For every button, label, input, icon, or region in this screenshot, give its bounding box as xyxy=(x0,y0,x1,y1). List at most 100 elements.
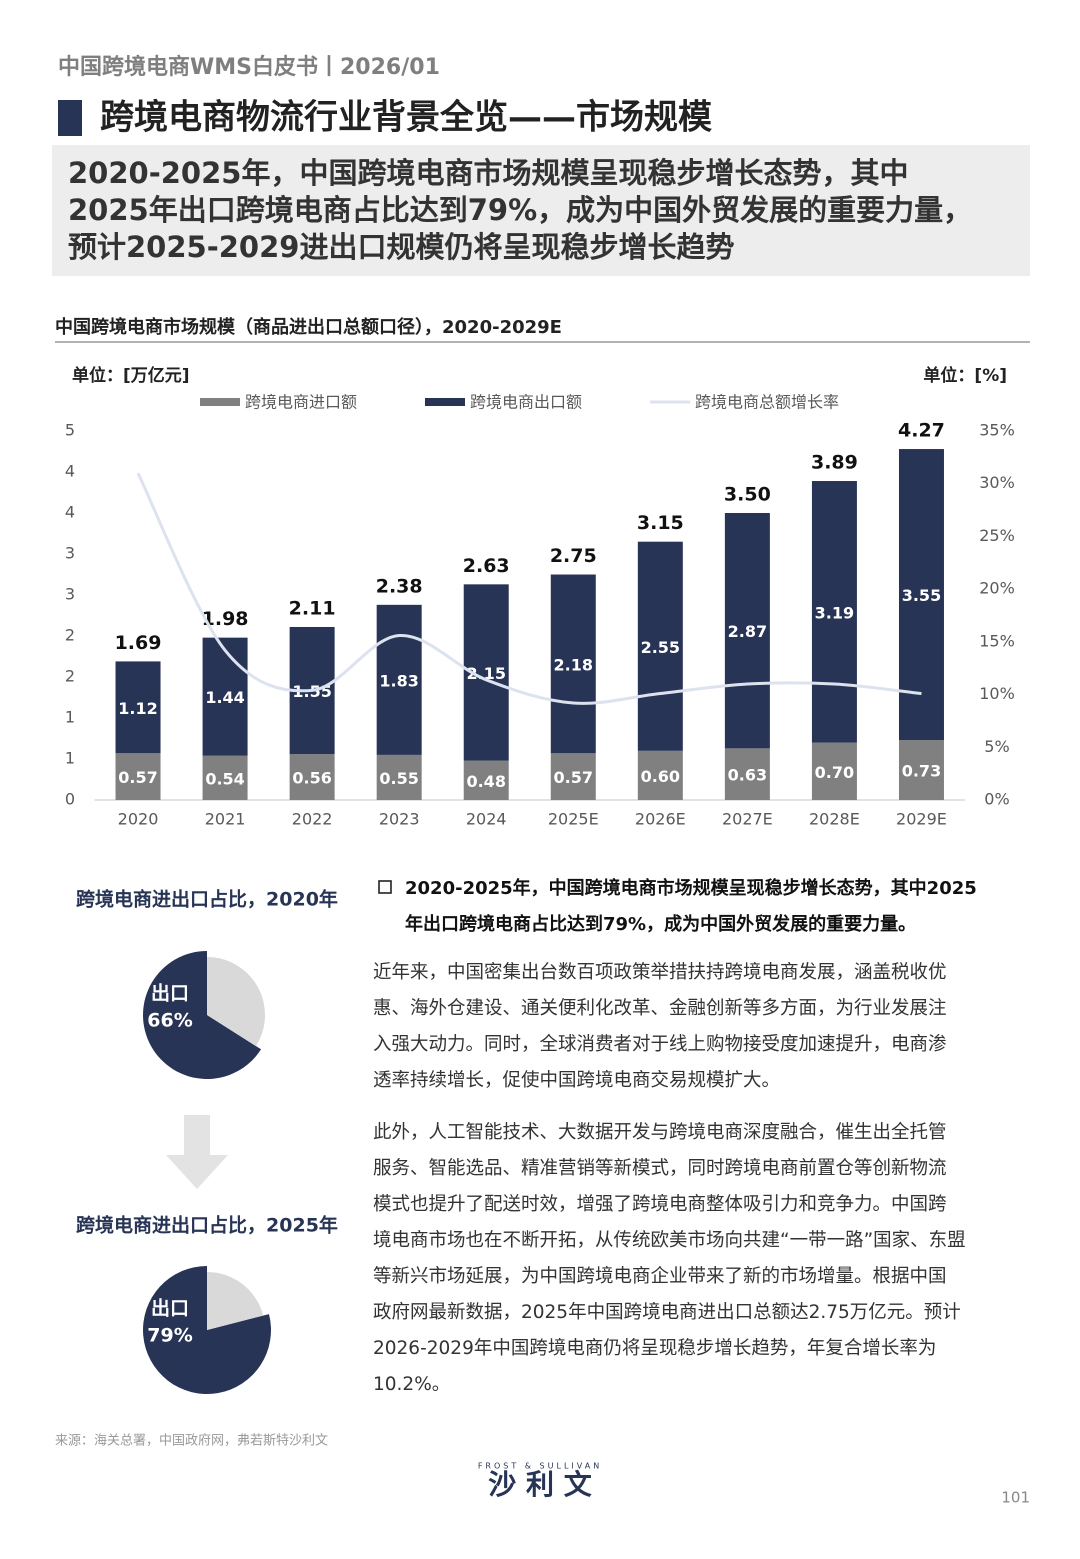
y-unit: 单位：[万亿元] xyxy=(72,365,190,386)
bar-segment xyxy=(115,753,161,800)
summary-line: 2025年出口跨境电商占比达到79%，成为中国外贸发展的重要力量， xyxy=(68,193,972,227)
paragraph-line: 惠、海外仓建设、通关便利化改革、金融创新等多方面，为行业发展注 xyxy=(373,998,947,1019)
x-tick-label: 2020 xyxy=(118,810,159,829)
highlight-line: 年出口跨境电商占比达到79%，成为中国外贸发展的重要力量。 xyxy=(405,913,916,935)
bar-segment xyxy=(202,755,248,800)
pie-label: 出口 xyxy=(151,982,189,1005)
bar-value-label: 0.57 xyxy=(554,768,593,787)
y2-tick-label: 30% xyxy=(979,473,1015,492)
y2-tick-label: 5% xyxy=(984,737,1009,756)
title-marker xyxy=(58,100,82,136)
y-tick-label: 2 xyxy=(65,667,75,686)
bar-segment xyxy=(724,513,770,749)
y2-tick-label: 15% xyxy=(979,631,1015,650)
pie-slice xyxy=(143,951,262,1079)
legend-swatch xyxy=(425,398,465,406)
x-tick-label: 2025E xyxy=(548,810,599,829)
chart-title: 中国跨境电商市场规模（商品进出口总额口径），2020-2029E xyxy=(55,316,562,338)
bar-value-label: 0.70 xyxy=(815,763,854,782)
paragraph-line: 近年来，中国密集出台数百项政策举措扶持跨境电商发展，涵盖税收优 xyxy=(373,962,947,983)
total-label: 2.75 xyxy=(550,545,597,567)
total-label: 4.27 xyxy=(898,420,945,442)
paragraph-line: 等新兴市场延展，为中国跨境电商企业带来了新的市场增量。根据中国 xyxy=(373,1266,947,1287)
page-number: 101 xyxy=(1001,1489,1030,1507)
legend-label: 跨境电商总额增长率 xyxy=(695,393,839,412)
y-tick-label: 3 xyxy=(65,544,75,563)
summary-box xyxy=(52,145,1030,276)
pie-slice xyxy=(207,957,266,1047)
pie-value-label: 79% xyxy=(147,1325,192,1347)
legend-swatch xyxy=(200,398,240,406)
y-tick-label: 4 xyxy=(65,503,75,522)
paragraph-line: 透率持续增长，促使中国跨境电商交易规模扩大。 xyxy=(373,1070,780,1091)
bar-value-label: 0.56 xyxy=(292,769,331,788)
bar-segment xyxy=(376,604,422,755)
paragraph-line: 境电商市场也在不断开拓，从传统欧美市场向共建“一带一路”国家、东盟 xyxy=(373,1230,966,1251)
bar-segment xyxy=(550,753,596,800)
y-tick-label: 2 xyxy=(65,626,75,645)
y-tick-label: 4 xyxy=(65,462,75,481)
x-tick-label: 2021 xyxy=(205,810,246,829)
total-label: 3.89 xyxy=(811,452,858,474)
bar-value-label: 0.54 xyxy=(205,769,244,788)
down-arrow xyxy=(166,1115,228,1189)
pie-value-label: 66% xyxy=(147,1010,192,1032)
growth-line xyxy=(136,472,922,705)
pie-slice xyxy=(207,1272,264,1330)
bar-value-label: 0.55 xyxy=(379,769,418,788)
bar-value-label: 2.18 xyxy=(554,655,593,674)
x-tick-label: 2028E xyxy=(809,810,860,829)
y-tick-label: 1 xyxy=(65,708,75,727)
paragraph-line: 入强大动力。同时，全球消费者对于线上购物接受度加速提升，电商渗 xyxy=(373,1034,947,1055)
x-tick-label: 2026E xyxy=(635,810,686,829)
bar-value-label: 2.87 xyxy=(728,622,767,641)
y2-tick-label: 20% xyxy=(979,579,1015,598)
header: 中国跨境电商WMS白皮书丨2026/01 xyxy=(58,54,440,80)
bar-value-label: 2.15 xyxy=(466,664,505,683)
y2-unit: 单位：[%] xyxy=(923,365,1007,386)
total-label: 3.50 xyxy=(724,484,771,506)
pie-title: 跨境电商进出口占比，2025年 xyxy=(76,1214,338,1237)
bar-segment xyxy=(463,760,509,800)
paragraph-line: 10.2%。 xyxy=(373,1374,450,1395)
x-tick-label: 2027E xyxy=(722,810,773,829)
pie-title: 跨境电商进出口占比，2020年 xyxy=(76,888,338,911)
y-tick-label: 3 xyxy=(65,585,75,604)
bar-segment xyxy=(811,742,857,800)
bar-value-label: 0.63 xyxy=(728,766,767,785)
bar-value-label: 2.55 xyxy=(641,638,680,657)
bar-value-label: 1.44 xyxy=(205,688,244,707)
bar-value-label: 0.60 xyxy=(641,767,680,786)
paragraph-line: 此外，人工智能技术、大数据开发与跨境电商深度融合，催生出全托管 xyxy=(373,1122,947,1143)
total-label: 2.11 xyxy=(289,597,336,619)
total-label: 2.38 xyxy=(376,575,423,597)
highlight-line: 2020-2025年，中国跨境电商市场规模呈现稳步增长态势，其中2025 xyxy=(405,877,977,899)
bar-value-label: 0.57 xyxy=(118,768,157,787)
bullet xyxy=(378,880,392,894)
bar-segment xyxy=(898,740,944,800)
y-tick-label: 0 xyxy=(65,790,75,809)
bar-value-label: 1.12 xyxy=(118,699,157,718)
bar-segment xyxy=(637,750,683,800)
y2-tick-label: 25% xyxy=(979,526,1015,545)
summary-line: 预计2025-2029进出口规模仍将呈现稳步增长趋势 xyxy=(68,230,734,264)
bar-segment xyxy=(637,541,683,751)
paragraph-line: 2026-2029年中国跨境电商仍将呈现稳步增长趋势，年复合增长率为 xyxy=(373,1338,936,1359)
legend-label: 跨境电商进口额 xyxy=(245,393,357,412)
summary-line: 2020-2025年，中国跨境电商市场规模呈现稳步增长态势，其中 xyxy=(68,156,908,190)
bar-segment xyxy=(811,481,857,743)
total-label: 2.63 xyxy=(463,555,510,577)
y2-tick-label: 10% xyxy=(979,684,1015,703)
bar-segment xyxy=(724,748,770,800)
logo-chinese: 沙 利 文 xyxy=(488,1468,592,1501)
page-title: 跨境电商物流行业背景全览——市场规模 xyxy=(100,98,712,138)
bar-value-label: 0.73 xyxy=(902,762,941,781)
legend-label: 跨境电商出口额 xyxy=(470,393,582,412)
paragraph-line: 模式也提升了配送时效，增强了跨境电商整体吸引力和竞争力。中国跨 xyxy=(373,1194,947,1215)
bar-segment xyxy=(550,574,596,754)
logo-latin: FROST & SULLIVAN xyxy=(478,1462,602,1471)
bar-segment xyxy=(376,754,422,800)
x-tick-label: 2022 xyxy=(292,810,333,829)
